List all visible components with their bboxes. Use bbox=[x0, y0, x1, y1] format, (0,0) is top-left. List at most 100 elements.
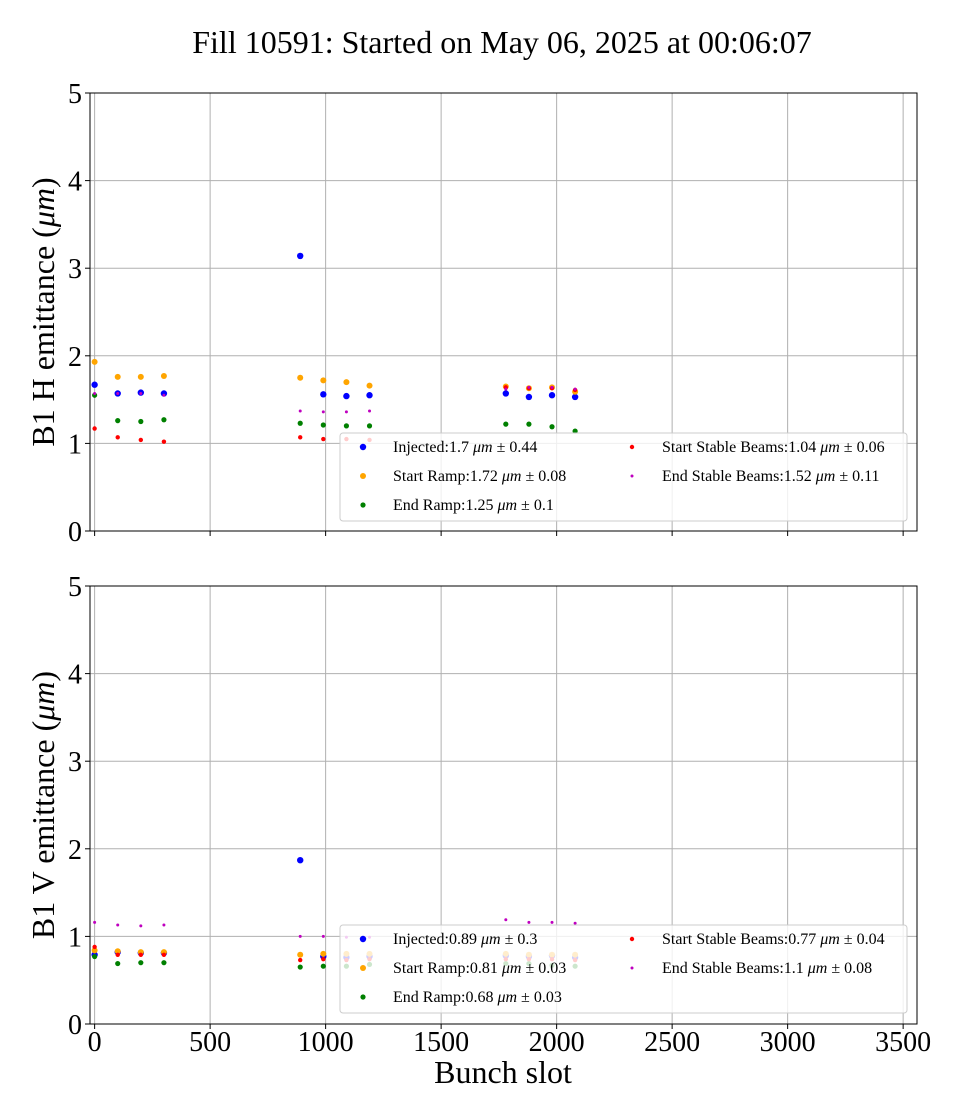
legend-marker bbox=[630, 966, 634, 970]
y-tick-label: 2 bbox=[68, 342, 82, 373]
data-point bbox=[92, 953, 98, 960]
y-tick-label: 4 bbox=[68, 167, 82, 198]
legend-marker bbox=[360, 502, 366, 508]
data-point bbox=[115, 418, 121, 424]
data-point bbox=[549, 424, 555, 430]
legend-entry: End Ramp:0.68 μm ± 0.03 bbox=[393, 989, 562, 1006]
data-point bbox=[297, 374, 304, 381]
series-end-ramp bbox=[92, 392, 578, 434]
legend-entry: Injected:0.89 μm ± 0.3 bbox=[393, 931, 537, 948]
legend-entry: Start Stable Beams:0.77 μm ± 0.04 bbox=[662, 931, 885, 948]
data-point bbox=[297, 951, 304, 958]
legend: Injected:1.7 μm ± 0.44 Start Ramp:1.72 μm… bbox=[339, 432, 908, 522]
data-point bbox=[93, 391, 97, 395]
y-tick-label: 0 bbox=[68, 517, 82, 548]
data-point bbox=[138, 437, 144, 443]
figure-title: Fill 10591: Started on May 06, 2025 at 0… bbox=[192, 24, 812, 60]
legend-marker bbox=[359, 443, 367, 451]
data-point bbox=[321, 956, 326, 962]
chart-panel-2: 0 500 1000 1500 2000 2500 3000 3500 0 1 2 3 4 5 B1 V e… bbox=[25, 572, 931, 1058]
legend-entry: End Stable Beams:1.1 μm ± 0.08 bbox=[662, 960, 872, 977]
series-injected bbox=[91, 252, 579, 401]
data-point bbox=[320, 963, 326, 969]
data-point bbox=[297, 252, 304, 260]
data-point bbox=[366, 392, 373, 399]
data-point bbox=[298, 435, 303, 440]
x-axis-label: Bunch slot bbox=[434, 1054, 572, 1090]
y-axis-label: B1 H emittance (μm) bbox=[25, 177, 61, 446]
y-tick-label: 4 bbox=[68, 660, 82, 691]
x-tick-label: 1500 bbox=[413, 1027, 469, 1058]
data-point bbox=[160, 390, 168, 397]
data-point bbox=[161, 960, 167, 966]
data-point bbox=[343, 379, 350, 386]
plot-frame bbox=[89, 585, 918, 1025]
data-point bbox=[320, 391, 327, 398]
data-point bbox=[321, 436, 326, 442]
data-point bbox=[298, 409, 302, 413]
legend-entry: End Stable Beams:1.52 μm ± 0.11 bbox=[662, 468, 880, 485]
data-point bbox=[139, 924, 143, 928]
data-point bbox=[116, 923, 120, 927]
chart-panel-1: 0 1 2 3 4 5 B1 H emittance (μm) Injected:1.7 μm… bbox=[25, 79, 918, 548]
x-tick-label: 3500 bbox=[875, 1027, 931, 1058]
data-point bbox=[527, 920, 531, 924]
data-point bbox=[91, 381, 98, 388]
chart-panels: 0 1 2 3 4 5 B1 H emittance (μm) Injected:1.7 μm… bbox=[25, 79, 931, 1058]
data-point bbox=[162, 393, 166, 397]
legend-marker bbox=[630, 474, 634, 478]
legend-marker bbox=[629, 444, 635, 450]
data-point bbox=[366, 382, 373, 389]
legend-entry: Start Stable Beams:1.04 μm ± 0.06 bbox=[662, 439, 885, 456]
data-point bbox=[92, 944, 97, 950]
data-point bbox=[550, 385, 554, 389]
data-point bbox=[162, 923, 166, 927]
data-point bbox=[344, 410, 348, 414]
data-point bbox=[320, 377, 327, 384]
legend-entry: Start Ramp:1.72 μm ± 0.08 bbox=[393, 468, 566, 485]
legend-marker bbox=[629, 936, 635, 942]
data-point bbox=[91, 947, 98, 954]
x-tick-label: 500 bbox=[189, 1027, 231, 1058]
y-tick-label: 1 bbox=[68, 429, 82, 460]
data-point bbox=[298, 934, 302, 938]
legend-box bbox=[339, 924, 908, 1014]
data-point bbox=[297, 420, 303, 426]
data-point bbox=[572, 428, 578, 434]
legend: Injected:0.89 μm ± 0.3 Start Ramp:0.81 μm… bbox=[339, 924, 908, 1014]
x-tick-label: 1000 bbox=[298, 1027, 354, 1058]
data-point bbox=[138, 418, 144, 425]
y-tick-label: 0 bbox=[68, 1010, 82, 1041]
data-point bbox=[366, 423, 373, 429]
data-point bbox=[527, 385, 531, 389]
data-point bbox=[321, 934, 325, 938]
data-point bbox=[160, 372, 167, 379]
data-point bbox=[343, 392, 350, 400]
data-point bbox=[573, 921, 577, 925]
data-point bbox=[114, 373, 121, 380]
data-point bbox=[138, 960, 144, 966]
data-point bbox=[343, 423, 350, 429]
data-point bbox=[115, 435, 120, 440]
data-point bbox=[137, 373, 144, 380]
legend-entry: Injected:1.7 μm ± 0.44 bbox=[393, 439, 537, 456]
x-tick-label: 3000 bbox=[760, 1027, 816, 1058]
data-point bbox=[115, 960, 121, 967]
data-point bbox=[161, 439, 167, 444]
data-point bbox=[573, 387, 577, 391]
data-point bbox=[114, 948, 121, 955]
legend-marker bbox=[360, 994, 366, 1000]
y-axis-label: B1 V emittance (μm) bbox=[25, 671, 61, 939]
data-point bbox=[550, 920, 554, 924]
data-point bbox=[91, 358, 98, 365]
data-point bbox=[297, 964, 303, 970]
data-point bbox=[548, 392, 556, 399]
plot-frame bbox=[89, 92, 918, 532]
data-point bbox=[321, 410, 325, 414]
legend-box bbox=[339, 432, 908, 522]
y-tick-label: 1 bbox=[68, 922, 82, 953]
x-tick-label: 0 bbox=[88, 1027, 102, 1058]
data-point bbox=[320, 422, 326, 428]
data-point bbox=[571, 393, 579, 401]
